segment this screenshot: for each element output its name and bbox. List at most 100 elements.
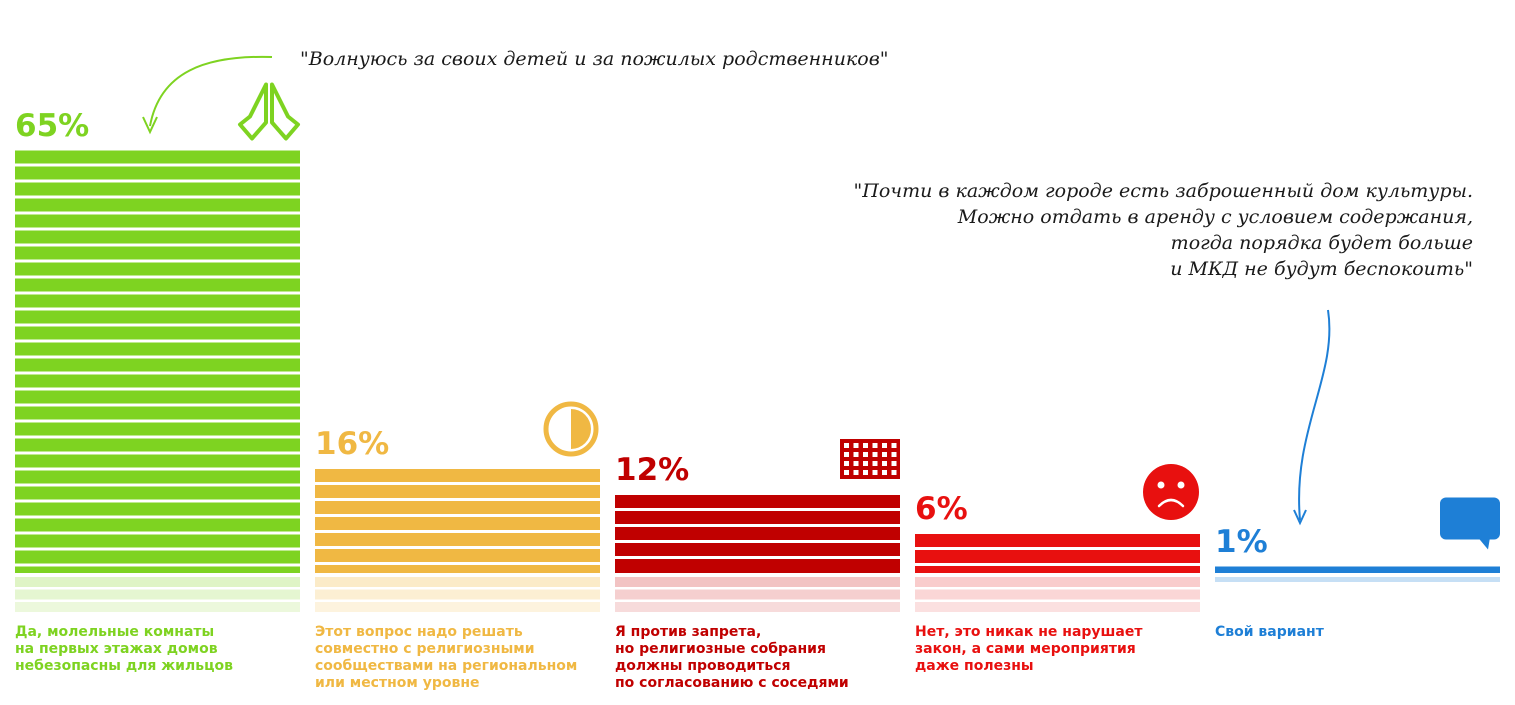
quote-line: "Почти в каждом городе есть заброшенный … [853, 180, 1473, 202]
quote-line: тогда порядка будет больше [1170, 232, 1473, 254]
category-label-line: даже полезны [915, 658, 1034, 674]
bar-stripe-gap [15, 275, 300, 279]
category-label-line: по согласованию с соседями [615, 675, 849, 691]
bar-faded-base [615, 577, 900, 587]
bar-fill [915, 534, 1200, 573]
category-label-line: сообществами на региональном [315, 658, 578, 674]
bar-faded-base [915, 589, 1200, 600]
value-label-against-ban: 12% [615, 452, 690, 488]
bar-stripe-gap [15, 323, 300, 327]
bar-stripe-gap [915, 563, 1200, 566]
quote-arrow-blue [1298, 309, 1331, 521]
bar-stripe-gap [15, 483, 300, 487]
category-label-line: закон, а сами мероприятия [915, 641, 1136, 657]
bar-stripe-gap [15, 403, 300, 407]
bar-stripe-gap [15, 531, 300, 535]
quote-arrow-blue-head [1293, 509, 1307, 526]
quote-worry-children: "Волнуюсь за своих детей и за пожилых ро… [300, 46, 889, 72]
bar-stripe-gap [15, 547, 300, 551]
bar-stripe-gap [615, 508, 900, 511]
bar-stripe-gap [15, 243, 300, 247]
praying-hands-icon [238, 82, 300, 141]
bar-faded-base [15, 577, 300, 587]
bar-no [915, 534, 1200, 612]
category-label-line: на первых этажах домов [15, 641, 218, 657]
bar-stripe-gap [15, 339, 300, 343]
value-label-own-option: 1% [1215, 523, 1268, 560]
value-label-yes: 65% [15, 107, 90, 144]
category-label-yes: Да, молельные комнаты на первых этажах д… [15, 624, 305, 675]
bar-own-option [1215, 566, 1500, 582]
bar-stripe-gap [15, 435, 300, 439]
category-label-line: Свой вариант [1215, 624, 1324, 640]
category-label-against-ban: Я против запрета, но религиозные собрани… [615, 624, 905, 692]
category-label-line: небезопасны для жильцов [15, 658, 233, 674]
quote-line: и МКД не будут беспокоить" [1170, 258, 1473, 280]
quote-line: "Волнуюсь за своих детей и за пожилых ро… [300, 48, 889, 70]
bar-stripe-gap [15, 195, 300, 199]
quote-arrow-green [149, 55, 273, 127]
bar-yes [15, 150, 300, 612]
sad-face-icon [1143, 464, 1199, 520]
quote-culture-house: "Почти в каждом городе есть заброшенный … [854, 178, 1473, 282]
bar-against-ban [615, 495, 900, 612]
bar-stripe-gap [15, 259, 300, 263]
bar-stripe-gap [15, 467, 300, 471]
bar-stripe-gap [15, 355, 300, 359]
bar-stripe-gap [15, 307, 300, 311]
category-label-joint-decision: Этот вопрос надо решать совместно с рели… [315, 624, 605, 692]
bar-stripe-gap [315, 530, 600, 533]
bar-stripe-gap [15, 211, 300, 215]
bar-stripe-gap [915, 547, 1200, 550]
category-label-line: совместно с религиозными [315, 641, 535, 657]
bar-faded-base [915, 577, 1200, 587]
bar-faded-base [615, 589, 900, 600]
bar-stripe-gap [15, 387, 300, 391]
bar-faded-base [615, 602, 900, 612]
bar-stripe-gap [15, 227, 300, 231]
bar-stripe-gap [15, 515, 300, 519]
bar-stripe-gap [615, 556, 900, 559]
bar-fill [315, 469, 600, 573]
bar-joint-decision [315, 469, 600, 612]
bar-stripe-gap [15, 499, 300, 503]
bar-stripe-gap [315, 546, 600, 549]
quote-arrow-green-head [142, 116, 158, 135]
category-label-line: Этот вопрос надо решать [315, 624, 523, 640]
bar-fill [1215, 566, 1500, 573]
bar-stripe-gap [15, 163, 300, 167]
category-label-line: должны проводиться [615, 658, 791, 674]
bar-faded-base [915, 602, 1200, 612]
bar-fill [615, 495, 900, 573]
value-label-joint-decision: 16% [315, 426, 390, 462]
quote-line: Можно отдать в аренду с условием содержа… [957, 206, 1473, 228]
bar-stripe-gap [615, 524, 900, 527]
bar-stripe-gap [615, 540, 900, 543]
building-icon [840, 439, 900, 479]
bar-faded-base [1215, 577, 1500, 582]
bar-stripe-gap [315, 562, 600, 565]
category-label-line: Нет, это никак не нарушает [915, 624, 1143, 640]
category-label-line: но религиозные собрания [615, 641, 826, 657]
speech-bubble-icon [1440, 497, 1500, 550]
category-label-line: Я против запрета, [615, 624, 762, 640]
bar-faded-base [315, 577, 600, 587]
bar-faded-base [15, 602, 300, 612]
bar-stripe-gap [15, 291, 300, 295]
category-label-line: или местном уровне [315, 675, 480, 691]
bar-stripe-gap [315, 514, 600, 517]
value-label-no: 6% [915, 491, 968, 527]
half-circle-icon [543, 401, 599, 457]
bar-fill [15, 150, 300, 573]
bar-stripe-gap [15, 451, 300, 455]
bar-faded-base [15, 589, 300, 600]
bar-stripe-gap [15, 179, 300, 183]
bar-stripe-gap [315, 498, 600, 501]
category-label-no: Нет, это никак не нарушает закон, а сами… [915, 624, 1205, 675]
bar-stripe-gap [15, 371, 300, 375]
category-label-own-option: Свой вариант [1215, 624, 1505, 641]
bar-stripe-gap [315, 482, 600, 485]
category-label-line: Да, молельные комнаты [15, 624, 215, 640]
bar-stripe-gap [15, 563, 300, 567]
